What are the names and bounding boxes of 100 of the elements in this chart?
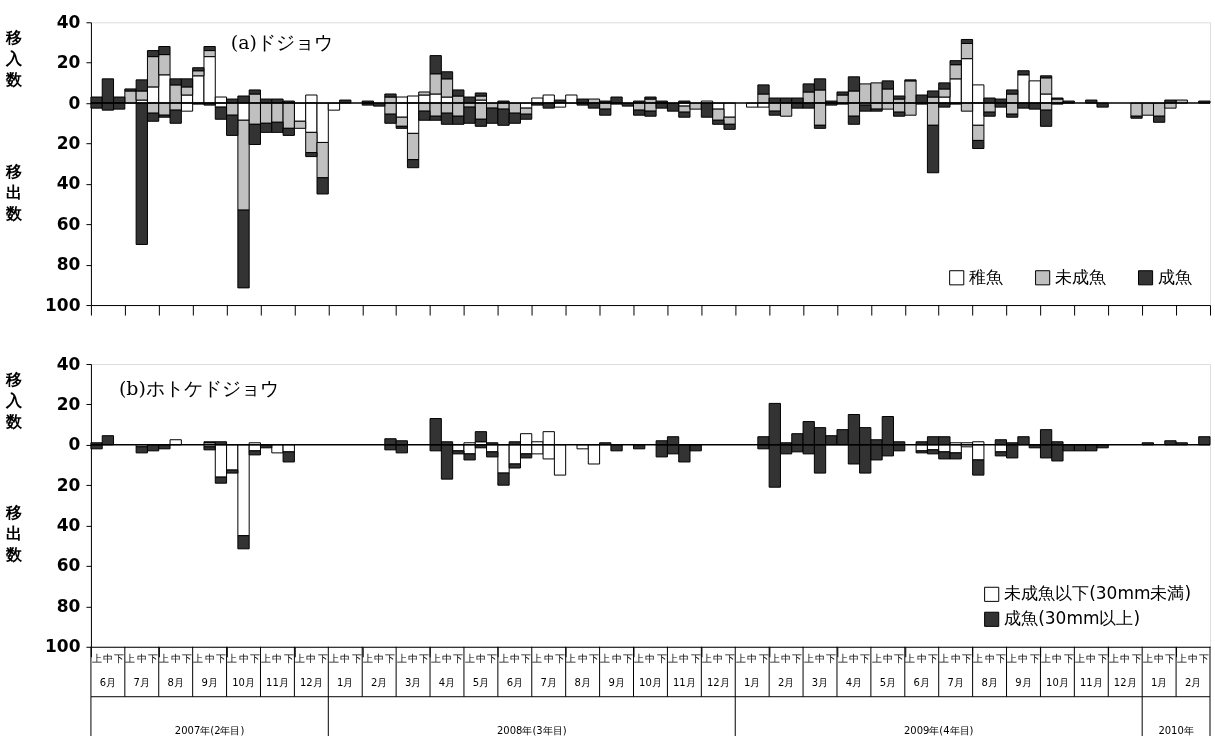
x-tick-label: 下 bbox=[148, 652, 159, 664]
x-tick-label: 上 bbox=[1142, 652, 1153, 664]
x-tick-label: 下 bbox=[1097, 652, 1108, 664]
x-tick-label: 中 bbox=[882, 652, 893, 664]
x-tick-label: 上 bbox=[193, 652, 204, 664]
x-tick-label: 中 bbox=[1052, 652, 1063, 664]
x-tick-label: 下 bbox=[1165, 652, 1176, 664]
x-tick-label: 中 bbox=[509, 652, 520, 664]
x-tick-label: 中 bbox=[577, 652, 588, 664]
text: 6月 bbox=[99, 676, 117, 688]
x-tick-label: 上 bbox=[498, 652, 509, 664]
text: (b)ホトケドジョウ bbox=[118, 376, 279, 399]
x-tick-label: 中 bbox=[543, 652, 554, 664]
y-tick-label: 20 bbox=[56, 393, 81, 414]
x-tick-label: 上 bbox=[430, 652, 441, 664]
x-tick-label: 上 bbox=[735, 652, 746, 664]
x-tick-label: 上 bbox=[1041, 652, 1052, 664]
x-tick-label: 中 bbox=[1018, 652, 1029, 664]
x-tick-label: 中 bbox=[747, 652, 758, 664]
x-tick-label: 下 bbox=[419, 652, 430, 664]
x-tick-label: 中 bbox=[611, 652, 622, 664]
x-tick-label: 中 bbox=[781, 652, 792, 664]
text: 6月 bbox=[913, 676, 930, 688]
legend-label: 未成魚以下(30mm未満) bbox=[1004, 583, 1192, 604]
x-tick-label: 上 bbox=[973, 652, 984, 664]
y-tick-label: 40 bbox=[56, 515, 81, 536]
text: 4月 bbox=[438, 676, 456, 688]
text: 移出数 bbox=[4, 161, 23, 223]
text: 2月 bbox=[370, 676, 388, 688]
text: 4月 bbox=[845, 676, 863, 688]
x-tick-label: 中 bbox=[713, 652, 724, 664]
x-tick-label: 上 bbox=[328, 652, 339, 664]
x-tick-label: 下 bbox=[114, 652, 125, 664]
text: 2007年(2年目) bbox=[174, 724, 245, 736]
text: 2009年(4年目) bbox=[903, 724, 974, 736]
text: 1月 bbox=[1150, 676, 1168, 688]
text: 11月 bbox=[266, 676, 289, 688]
x-tick-label: 中 bbox=[136, 652, 147, 664]
x-tick-label: 下 bbox=[690, 652, 701, 664]
x-tick-label: 下 bbox=[588, 652, 599, 664]
x-tick-label: 中 bbox=[408, 652, 419, 664]
x-tick-label: 下 bbox=[1131, 652, 1142, 664]
x-tick-label: 下 bbox=[758, 652, 769, 664]
legend-label: 未成魚 bbox=[1055, 266, 1107, 287]
x-tick-label: 下 bbox=[622, 652, 633, 664]
y-tick-label: 20 bbox=[56, 52, 81, 73]
x-tick-label: 上 bbox=[803, 652, 814, 664]
x-tick-label: 下 bbox=[487, 652, 498, 664]
x-tick-label: 中 bbox=[442, 652, 452, 664]
x-tick-label: 下 bbox=[656, 652, 667, 664]
text: 9月 bbox=[608, 676, 625, 688]
x-tick-label: 中 bbox=[204, 652, 215, 664]
x-tick-label: 上 bbox=[566, 652, 577, 664]
text: 10月 bbox=[232, 676, 255, 688]
x-tick-label: 下 bbox=[351, 652, 362, 664]
text: (a)ドジョウ bbox=[230, 31, 333, 54]
x-tick-label: 中 bbox=[1154, 652, 1165, 664]
x-tick-label: 下 bbox=[283, 652, 294, 664]
legend-label: 成魚 bbox=[1158, 266, 1193, 287]
text: 6月 bbox=[506, 676, 523, 688]
x-tick-label: 下 bbox=[826, 652, 837, 664]
y-tick-label: 80 bbox=[56, 254, 81, 275]
y-tick-label: 100 bbox=[45, 636, 81, 657]
text: 8月 bbox=[167, 676, 184, 688]
text: 2010年 bbox=[1158, 724, 1194, 736]
x-tick-label: 下 bbox=[555, 652, 566, 664]
x-tick-label: 下 bbox=[928, 652, 939, 664]
x-tick-label: 上 bbox=[125, 652, 136, 664]
x-tick-label: 上 bbox=[1007, 652, 1018, 664]
x-tick-label: 中 bbox=[815, 652, 826, 664]
x-tick-label: 中 bbox=[306, 652, 317, 664]
text: 5月 bbox=[472, 676, 490, 688]
y-axis-title: 移入数 bbox=[4, 28, 23, 90]
x-tick-label: 下 bbox=[182, 652, 193, 664]
text: 12月 bbox=[1113, 676, 1137, 688]
x-tick-label: 上 bbox=[905, 652, 916, 664]
x-tick-label: 上 bbox=[532, 652, 543, 664]
x-tick-label: 下 bbox=[215, 652, 226, 664]
x-tick-label: 下 bbox=[995, 652, 1006, 664]
x-tick-label: 上 bbox=[464, 652, 475, 664]
x-tick-label: 下 bbox=[860, 652, 871, 664]
x-tick-label: 上 bbox=[91, 652, 102, 664]
x-tick-label: 下 bbox=[249, 652, 260, 664]
x-tick-label: 上 bbox=[295, 652, 306, 664]
x-tick-label: 上 bbox=[939, 652, 950, 664]
x-tick-label: 上 bbox=[871, 652, 882, 664]
x-tick-label: 上 bbox=[1176, 652, 1187, 664]
y-tick-label: 60 bbox=[56, 213, 81, 234]
x-tick-label: 中 bbox=[916, 652, 927, 664]
y-tick-label: 60 bbox=[56, 555, 81, 576]
text: 2008年(3年目) bbox=[496, 724, 567, 736]
x-tick-label: 中 bbox=[679, 652, 690, 664]
x-tick-label: 上 bbox=[600, 652, 611, 664]
text: 12月 bbox=[299, 676, 323, 688]
x-tick-label: 上 bbox=[159, 652, 170, 664]
x-tick-label: 上 bbox=[1075, 652, 1086, 664]
y-tick-label: 80 bbox=[56, 595, 81, 616]
y-tick-label: 0 bbox=[68, 434, 81, 455]
x-tick-label: 中 bbox=[950, 652, 961, 664]
x-tick-label: 中 bbox=[340, 652, 351, 664]
